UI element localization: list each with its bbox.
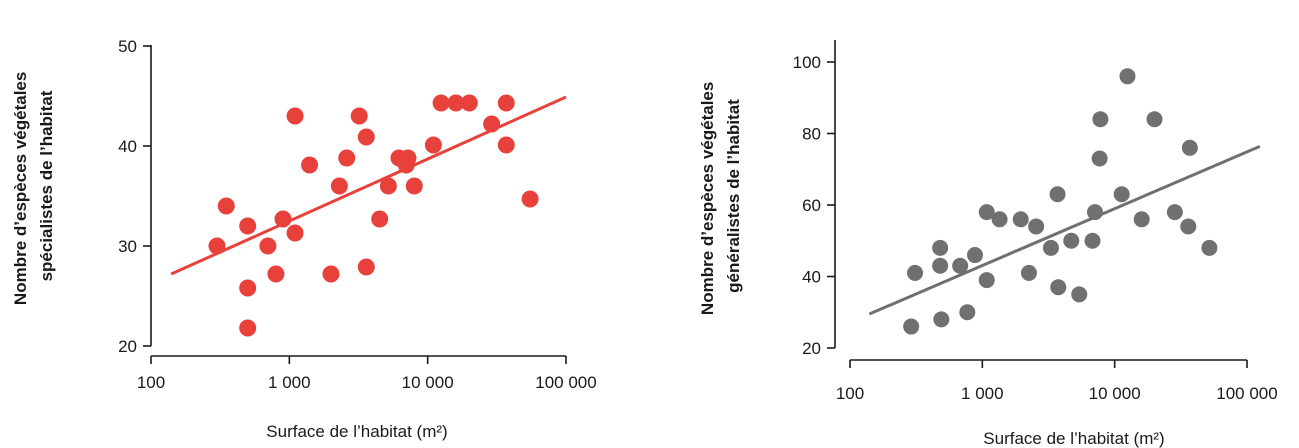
data-point: [1084, 232, 1101, 249]
data-point: [330, 177, 348, 195]
data-point: [1181, 139, 1198, 156]
data-point: [959, 304, 976, 321]
data-point: [1133, 211, 1150, 228]
x-tick-label: 100: [836, 384, 864, 403]
x-tick-label: 10 000: [402, 373, 454, 392]
y-axis-title-line2: généralistes de l’habitat: [724, 99, 743, 293]
data-point: [371, 210, 389, 228]
data-point: [259, 237, 277, 255]
data-point: [1201, 239, 1218, 256]
y-tick-label: 50: [118, 37, 137, 56]
data-point: [1012, 211, 1029, 228]
x-tick-label: 1 000: [961, 384, 1004, 403]
data-point: [521, 190, 539, 208]
data-point: [1146, 111, 1163, 128]
data-point: [497, 136, 515, 154]
y-tick-label: 20: [118, 337, 137, 356]
data-point: [1063, 232, 1080, 249]
trendline-group: [170, 95, 567, 276]
y-axis-title-line1: Nombre d’espèces végétales: [698, 82, 717, 315]
data-point: [932, 239, 949, 256]
data-point: [338, 149, 356, 167]
x-axis: 100 1 000 10 000 100 000: [137, 355, 597, 392]
x-axis-title: Surface de l’habitat (m²): [266, 422, 447, 441]
data-point: [903, 318, 920, 335]
y-axis-title: Nombre d’espèces végétales généralistes …: [698, 77, 743, 315]
data-point: [1049, 186, 1066, 203]
data-point: [286, 224, 304, 242]
y-axis-title: Nombre d’espèces végétales spécialistes …: [11, 67, 56, 305]
data-point: [1180, 218, 1197, 235]
data-point: [217, 197, 235, 215]
data-point: [267, 265, 285, 283]
y-tick-label: 100: [793, 53, 821, 72]
data-point: [322, 265, 340, 283]
data-point: [966, 247, 983, 264]
data-point: [932, 257, 949, 274]
data-point: [447, 94, 465, 112]
x-axis: 100 1 000 10 000 100 000: [836, 359, 1278, 403]
data-point: [405, 177, 423, 195]
data-point: [432, 94, 450, 112]
data-point: [350, 107, 368, 125]
data-point: [1166, 204, 1183, 221]
y-tick-label: 40: [118, 137, 137, 156]
data-points: [903, 68, 1218, 335]
data-point: [460, 94, 478, 112]
data-point: [952, 257, 969, 274]
y-tick-label: 80: [802, 125, 821, 144]
x-tick-label: 10 000: [1089, 384, 1141, 403]
y-tick-label: 40: [802, 268, 821, 287]
data-point: [907, 264, 924, 281]
data-points: [208, 94, 539, 337]
data-point: [357, 128, 375, 146]
y-axis-title-line1: Nombre d’espèces végétales: [11, 72, 30, 305]
data-point: [286, 107, 304, 125]
data-point: [978, 204, 995, 221]
y-axis: 20 40 60 80 100: [793, 40, 836, 358]
x-tick-label: 1 000: [268, 373, 311, 392]
data-point: [933, 311, 950, 328]
data-point: [357, 258, 375, 276]
data-point: [301, 156, 319, 174]
x-axis-title: Surface de l’habitat (m²): [983, 429, 1164, 448]
chart-generalistes: 100 1 000 10 000 100 000 20 40 60 80 100 Surfac…: [698, 40, 1278, 448]
data-point: [239, 319, 257, 337]
data-point: [1091, 150, 1108, 167]
data-point: [239, 279, 257, 297]
x-tick-label: 100: [137, 373, 165, 392]
y-tick-label: 20: [802, 339, 821, 358]
trendline: [170, 95, 567, 276]
data-point: [379, 177, 397, 195]
data-point: [1028, 218, 1045, 235]
data-point: [1071, 286, 1088, 303]
y-tick-label: 60: [802, 196, 821, 215]
data-point: [991, 211, 1008, 228]
trendline: [868, 144, 1261, 316]
data-point: [1020, 264, 1037, 281]
x-tick-label: 100 000: [535, 373, 596, 392]
y-axis-title-line2: spécialistes de l’habitat: [37, 90, 56, 281]
data-point: [1050, 279, 1067, 296]
data-point: [978, 272, 995, 289]
data-point: [424, 136, 442, 154]
data-point: [239, 217, 257, 235]
data-point: [1092, 111, 1109, 128]
x-tick-label: 100 000: [1216, 384, 1277, 403]
y-axis: 20 30 40 50: [118, 37, 152, 356]
trendline-group: [868, 144, 1261, 316]
data-point: [1042, 239, 1059, 256]
data-point: [1113, 186, 1130, 203]
data-point: [1119, 68, 1136, 85]
y-tick-label: 30: [118, 237, 137, 256]
data-point: [497, 94, 515, 112]
chart-specialistes: 100 1 000 10 000 100 000 20 30 40 50 Surface d…: [11, 37, 597, 441]
